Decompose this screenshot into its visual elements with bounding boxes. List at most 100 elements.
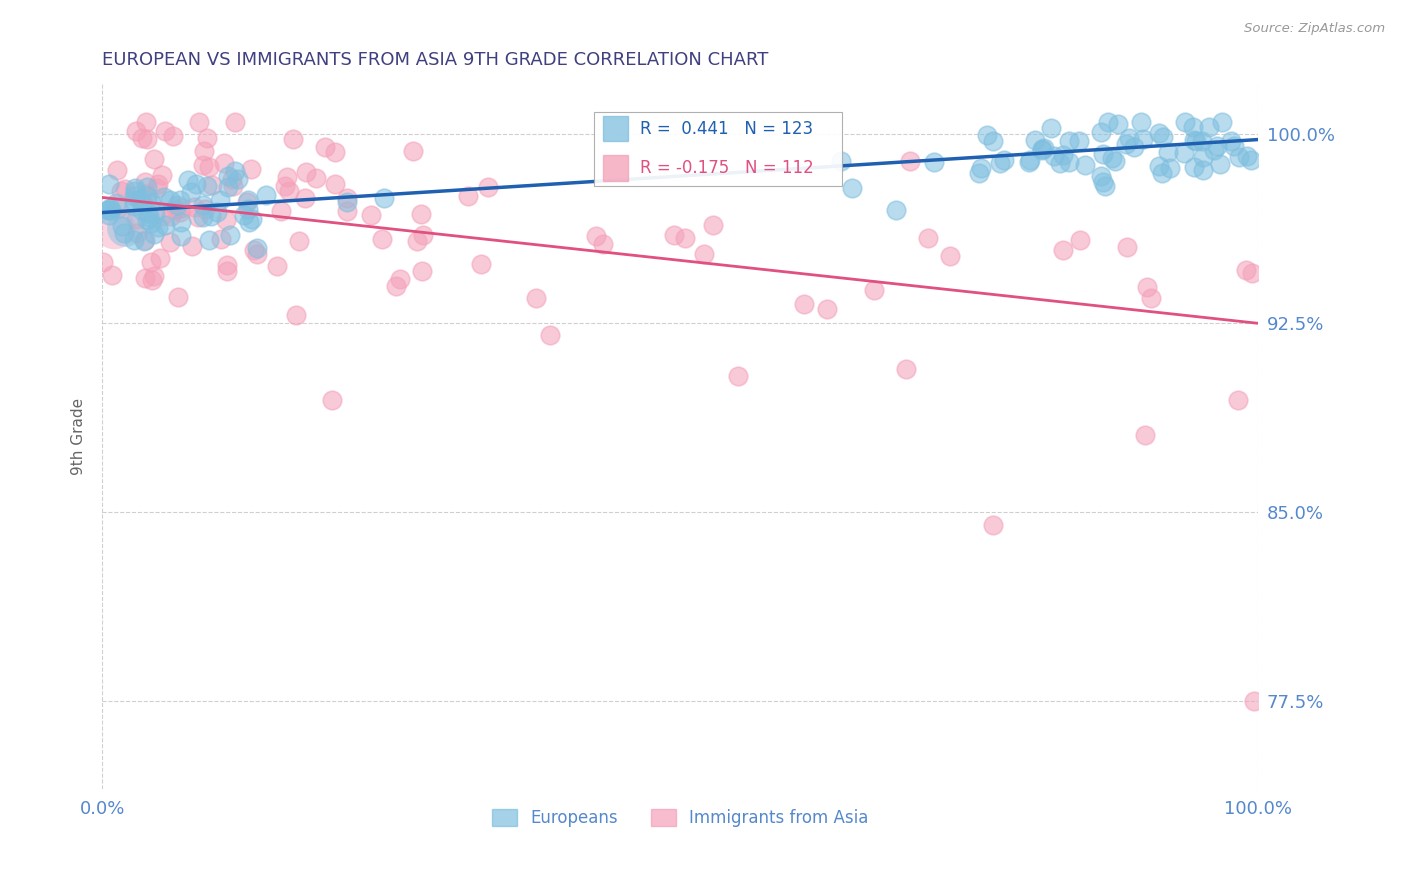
Point bbox=[191, 157, 214, 171]
Point bbox=[180, 239, 202, 253]
Point bbox=[1049, 156, 1071, 170]
Point bbox=[100, 203, 122, 218]
Point bbox=[1069, 134, 1091, 148]
Point bbox=[662, 227, 685, 242]
Point bbox=[1198, 120, 1220, 135]
Point bbox=[195, 131, 218, 145]
Point bbox=[159, 193, 181, 207]
Point bbox=[141, 194, 163, 209]
Point bbox=[246, 241, 269, 255]
Point bbox=[278, 184, 301, 198]
Point bbox=[592, 237, 614, 252]
Point bbox=[1147, 159, 1170, 173]
Point bbox=[209, 193, 232, 207]
Point bbox=[1227, 151, 1250, 165]
Point bbox=[193, 144, 215, 158]
Point bbox=[1115, 137, 1137, 152]
Point bbox=[922, 154, 945, 169]
Point bbox=[1031, 142, 1053, 156]
Point bbox=[150, 209, 173, 223]
Point bbox=[1091, 175, 1114, 189]
Point bbox=[134, 233, 156, 247]
Point bbox=[122, 199, 145, 213]
Point bbox=[863, 283, 886, 297]
Point bbox=[457, 189, 479, 203]
Point bbox=[1181, 120, 1204, 135]
Point bbox=[585, 229, 607, 244]
Point bbox=[323, 145, 346, 160]
Point bbox=[146, 177, 169, 191]
Point bbox=[136, 213, 159, 227]
Point bbox=[215, 263, 238, 277]
Point bbox=[169, 193, 191, 207]
Point bbox=[884, 202, 907, 217]
Point bbox=[160, 209, 183, 223]
Point bbox=[1243, 694, 1265, 708]
Text: EUROPEAN VS IMMIGRANTS FROM ASIA 9TH GRADE CORRELATION CHART: EUROPEAN VS IMMIGRANTS FROM ASIA 9TH GRA… bbox=[103, 51, 769, 69]
Point bbox=[122, 233, 145, 247]
Point bbox=[1150, 166, 1173, 180]
Point bbox=[200, 178, 222, 193]
Point bbox=[205, 204, 228, 219]
Point bbox=[477, 180, 499, 194]
Point bbox=[939, 249, 962, 263]
Point bbox=[153, 189, 176, 203]
Point bbox=[1024, 133, 1046, 147]
Point bbox=[1132, 132, 1154, 146]
Point bbox=[138, 210, 160, 224]
Point bbox=[143, 207, 166, 221]
Text: R =  0.441   N = 123: R = 0.441 N = 123 bbox=[640, 120, 813, 137]
Point bbox=[136, 132, 159, 146]
Bar bbox=[603, 155, 628, 181]
Point bbox=[1052, 148, 1074, 162]
Point bbox=[217, 258, 239, 272]
Point bbox=[233, 208, 256, 222]
Point bbox=[254, 188, 277, 202]
Point bbox=[217, 179, 239, 194]
Point bbox=[224, 115, 246, 129]
Point bbox=[1040, 121, 1063, 136]
Point bbox=[389, 271, 412, 285]
Point bbox=[288, 234, 311, 248]
Point bbox=[97, 208, 120, 222]
Point bbox=[198, 232, 221, 246]
Point bbox=[240, 212, 263, 227]
Point bbox=[101, 268, 124, 282]
Point bbox=[1204, 143, 1226, 157]
Point bbox=[184, 177, 207, 191]
Point bbox=[336, 204, 359, 219]
Point bbox=[135, 115, 157, 129]
Point bbox=[129, 193, 152, 207]
Point bbox=[226, 171, 249, 186]
Point bbox=[124, 180, 146, 194]
Point bbox=[1192, 162, 1215, 177]
Point bbox=[191, 210, 214, 224]
Point bbox=[122, 194, 145, 209]
Point bbox=[195, 178, 218, 193]
Point bbox=[1209, 156, 1232, 170]
Point bbox=[183, 200, 205, 214]
Point bbox=[402, 144, 425, 158]
Point bbox=[1118, 131, 1140, 145]
Point bbox=[103, 220, 125, 235]
Point bbox=[1236, 149, 1258, 163]
Point bbox=[1211, 115, 1233, 129]
Point bbox=[243, 243, 266, 257]
Point bbox=[124, 184, 146, 198]
Point bbox=[143, 227, 166, 241]
Point bbox=[125, 123, 148, 137]
Point bbox=[1092, 147, 1115, 161]
Point bbox=[373, 191, 395, 205]
Point bbox=[1059, 154, 1081, 169]
Point bbox=[145, 181, 167, 195]
Point bbox=[1123, 140, 1146, 154]
Point bbox=[167, 290, 190, 304]
Point bbox=[727, 369, 749, 384]
Point bbox=[125, 227, 148, 241]
Point bbox=[105, 195, 128, 210]
Point bbox=[266, 259, 288, 273]
Point bbox=[1018, 153, 1040, 167]
Point bbox=[141, 255, 163, 269]
Point bbox=[114, 182, 136, 196]
Point bbox=[170, 201, 193, 215]
